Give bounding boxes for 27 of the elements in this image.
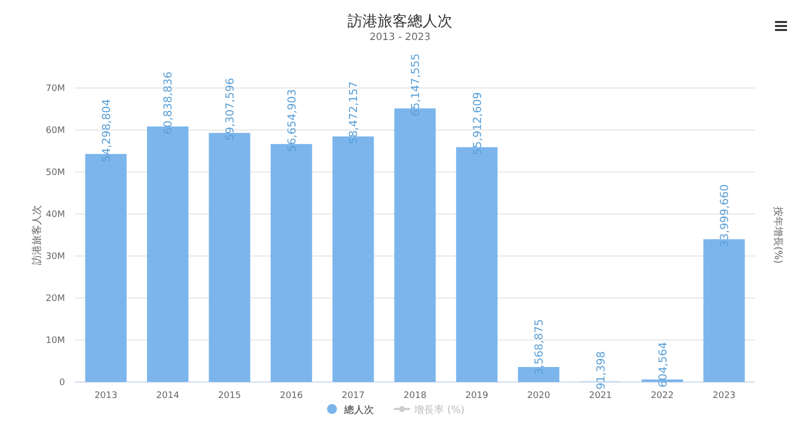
y-tick-label: 0 xyxy=(59,378,66,388)
x-tick-label: 2022 xyxy=(650,391,674,401)
y-tick-label: 70M xyxy=(46,84,65,94)
y-axis-title: 訪港旅客人次 xyxy=(31,205,43,265)
legend-label: 總人次 xyxy=(343,404,374,416)
chart-subtitle: 2013 - 2023 xyxy=(370,32,430,43)
y2-axis-title: 按年增長(%) xyxy=(772,206,784,264)
legend-label: 增長率 (%) xyxy=(413,404,465,416)
x-tick-label: 2016 xyxy=(280,391,304,401)
x-tick-label: 2023 xyxy=(712,391,736,401)
y-tick-label: 10M xyxy=(46,336,65,346)
x-tick-label: 2021 xyxy=(589,391,612,401)
x-tick-label: 2013 xyxy=(94,391,118,401)
y-tick-label: 20M xyxy=(46,294,65,304)
chart-title: 訪港旅客總人次 xyxy=(348,12,452,30)
y-tick-label: 60M xyxy=(46,126,65,136)
x-tick-label: 2019 xyxy=(465,391,489,401)
x-tick-label: 2020 xyxy=(527,391,550,401)
x-tick-label: 2014 xyxy=(156,391,180,401)
data-label: 91,398 xyxy=(594,351,608,390)
data-label: 604,564 xyxy=(656,342,670,388)
x-tick-label: 2017 xyxy=(342,391,365,401)
x-tick-label: 2015 xyxy=(218,391,241,401)
y-tick-label: 30M xyxy=(46,252,65,262)
y-tick-label: 50M xyxy=(46,168,65,178)
x-tick-label: 2018 xyxy=(404,391,427,401)
y-tick-label: 40M xyxy=(46,210,65,220)
